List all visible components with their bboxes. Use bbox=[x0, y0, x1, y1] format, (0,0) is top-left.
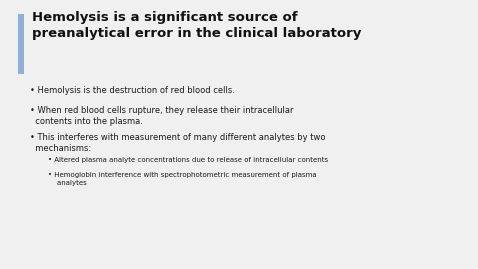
Text: Hemolysis is a significant source of
preanalytical error in the clinical laborat: Hemolysis is a significant source of pre… bbox=[32, 11, 361, 40]
Text: • Altered plasma analyte concentrations due to release of intracellular contents: • Altered plasma analyte concentrations … bbox=[48, 157, 328, 163]
Text: • When red blood cells rupture, they release their intracellular
  contents into: • When red blood cells rupture, they rel… bbox=[30, 106, 293, 126]
Bar bbox=[18, 14, 24, 74]
Text: • Hemoglobin interference with spectrophotometric measurement of plasma
    anal: • Hemoglobin interference with spectroph… bbox=[48, 172, 316, 186]
Text: • This interferes with measurement of many different analytes by two
  mechanism: • This interferes with measurement of ma… bbox=[30, 133, 326, 153]
Text: • Hemolysis is the destruction of red blood cells.: • Hemolysis is the destruction of red bl… bbox=[30, 86, 235, 95]
